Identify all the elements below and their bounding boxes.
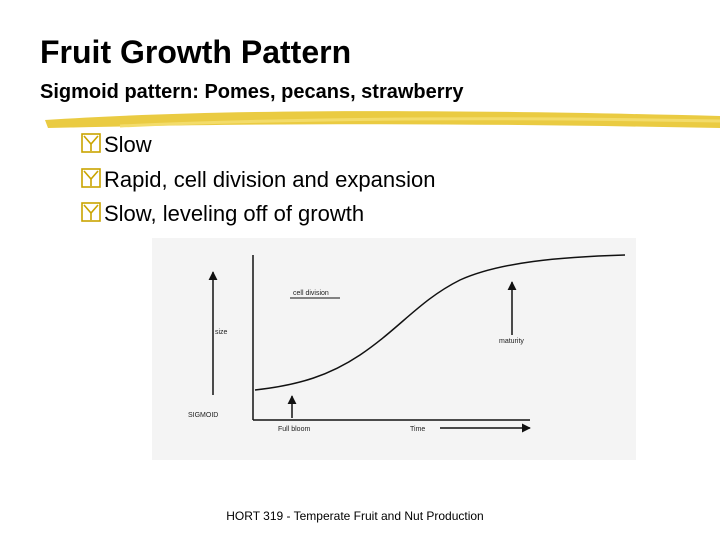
figure-label: maturity — [499, 338, 524, 345]
bullet: Slow — [104, 132, 152, 157]
bullet: Slow, leveling off of growth — [104, 201, 364, 226]
title: Fruit Growth Pattern — [40, 34, 351, 70]
sigmoid-curve — [254, 254, 626, 391]
figure-label: Time — [410, 426, 425, 433]
figure-label: SIGMOID — [188, 412, 218, 419]
footer: HORT 319 - Temperate Fruit and Nut Produ… — [226, 509, 483, 523]
bullet-icon — [81, 133, 101, 222]
brush-highlight — [119, 117, 720, 128]
figure-label: cell division — [293, 290, 329, 297]
bullet-list: Slow Rapid, cell division and expansion … — [81, 132, 435, 226]
figure: cell division size maturity SIGMOID Full… — [152, 238, 636, 460]
subtitle: Sigmoid pattern: Pomes, pecans, strawber… — [40, 81, 464, 103]
figure-label: Full bloom — [278, 426, 310, 433]
figure-label: size — [215, 329, 228, 336]
figure-background — [152, 238, 636, 460]
bullet: Rapid, cell division and expansion — [104, 167, 435, 192]
